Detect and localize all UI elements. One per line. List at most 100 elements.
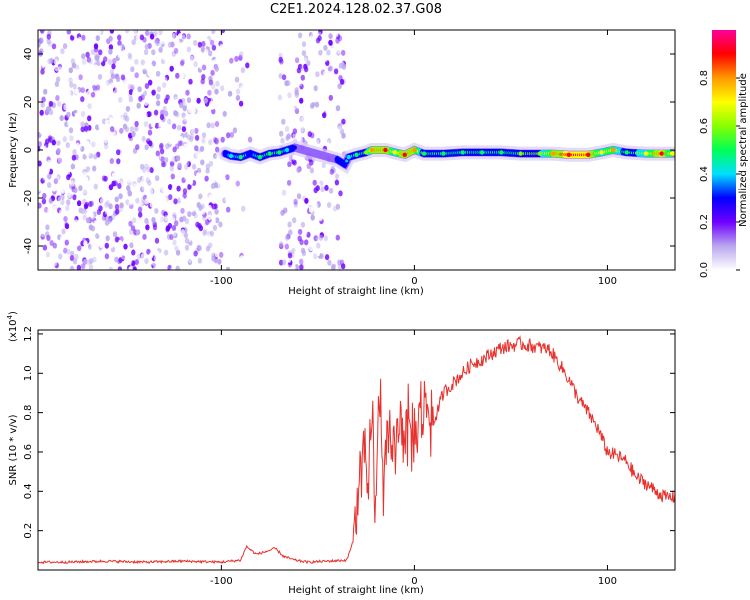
noise-mark xyxy=(319,108,325,114)
noise-mark xyxy=(54,81,60,88)
noise-mark xyxy=(131,39,136,46)
noise-mark xyxy=(194,127,199,134)
signal-point xyxy=(670,151,675,156)
noise-mark xyxy=(41,198,47,205)
noise-mark xyxy=(115,208,120,215)
noise-mark xyxy=(299,109,305,116)
noise-mark xyxy=(94,52,99,59)
noise-mark xyxy=(103,137,109,144)
noise-mark xyxy=(111,63,116,70)
noise-mark xyxy=(43,216,48,223)
noise-mark xyxy=(64,239,70,246)
noise-mark xyxy=(52,132,58,138)
noise-mark xyxy=(98,205,103,212)
noise-mark xyxy=(79,231,84,238)
noise-mark xyxy=(160,38,166,45)
noise-mark xyxy=(227,90,233,97)
noise-mark xyxy=(292,159,297,166)
noise-mark xyxy=(93,64,99,71)
noise-mark xyxy=(91,141,96,148)
noise-mark xyxy=(335,203,341,210)
noise-mark xyxy=(337,125,342,132)
noise-mark xyxy=(72,149,77,155)
noise-mark xyxy=(182,192,187,199)
noise-mark xyxy=(296,73,301,79)
spectrogram-axes: -100 0 100 -40 -20 0 20 40 xyxy=(23,30,675,287)
noise-mark xyxy=(231,74,236,81)
noise-mark xyxy=(52,178,57,185)
noise-mark xyxy=(91,71,96,78)
noise-mark xyxy=(62,131,67,138)
noise-mark xyxy=(213,188,219,195)
noise-mark xyxy=(169,65,174,72)
noise-mark xyxy=(105,235,110,242)
noise-mark xyxy=(337,35,343,42)
noise-mark xyxy=(177,33,183,40)
noise-mark xyxy=(331,100,336,107)
noise-mark xyxy=(127,176,132,183)
noise-mark xyxy=(340,138,346,145)
signal-point xyxy=(392,150,398,155)
noise-mark xyxy=(65,142,71,149)
noise-mark xyxy=(54,252,59,258)
signal-point xyxy=(479,150,485,155)
noise-mark xyxy=(284,243,289,250)
noise-mark xyxy=(86,56,92,63)
noise-mark xyxy=(147,129,153,136)
noise-mark xyxy=(214,57,219,64)
noise-mark xyxy=(309,34,314,41)
noise-mark xyxy=(300,221,306,228)
noise-mark xyxy=(173,94,178,100)
noise-mark xyxy=(205,163,210,170)
noise-mark xyxy=(180,42,185,49)
noise-mark xyxy=(144,258,149,264)
noise-mark xyxy=(137,86,142,93)
noise-mark xyxy=(128,96,134,103)
noise-mark xyxy=(124,115,130,122)
noise-mark xyxy=(72,134,77,140)
noise-mark xyxy=(226,206,231,213)
noise-mark xyxy=(73,187,78,194)
noise-mark xyxy=(182,215,187,222)
noise-mark xyxy=(58,66,63,73)
y-axis-label: Frequency (Hz) xyxy=(8,112,19,188)
noise-mark xyxy=(40,233,45,240)
noise-mark xyxy=(173,232,178,239)
noise-mark xyxy=(80,111,86,117)
noise-mark xyxy=(304,239,309,246)
noise-mark xyxy=(169,165,174,172)
noise-mark xyxy=(243,48,248,55)
noise-mark xyxy=(132,217,137,224)
noise-mark xyxy=(198,225,204,232)
noise-mark xyxy=(300,116,305,123)
noise-mark xyxy=(323,70,328,77)
noise-mark xyxy=(193,212,198,219)
noise-mark xyxy=(326,49,331,56)
noise-mark xyxy=(332,62,337,69)
noise-mark xyxy=(182,105,187,112)
noise-mark xyxy=(52,242,57,249)
noise-mark xyxy=(280,137,285,144)
noise-mark xyxy=(69,255,75,262)
noise-mark xyxy=(328,39,333,46)
noise-mark xyxy=(59,169,65,176)
noise-mark xyxy=(148,243,153,250)
noise-mark xyxy=(204,175,209,182)
noise-mark xyxy=(92,165,97,172)
noise-mark xyxy=(64,223,70,230)
noise-mark xyxy=(77,245,82,252)
noise-mark xyxy=(167,41,173,48)
noise-mark xyxy=(229,230,235,237)
noise-mark xyxy=(234,114,239,121)
noise-mark xyxy=(40,229,45,236)
noise-mark xyxy=(172,212,177,219)
noise-mark xyxy=(151,78,157,85)
noise-mark xyxy=(121,249,126,256)
noise-mark xyxy=(53,178,58,185)
noise-mark xyxy=(175,72,180,79)
noise-mark xyxy=(147,70,152,77)
noise-mark xyxy=(46,38,51,45)
noise-mark xyxy=(238,54,243,61)
noise-mark xyxy=(80,109,86,116)
noise-mark xyxy=(287,221,292,228)
